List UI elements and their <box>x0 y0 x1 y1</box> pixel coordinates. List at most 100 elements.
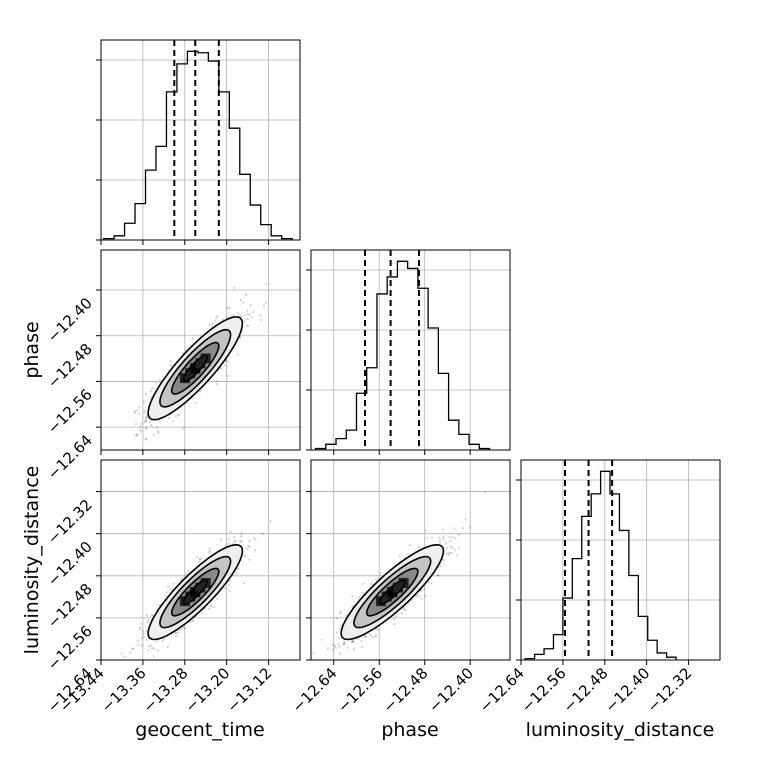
sample-point <box>145 414 148 418</box>
sample-point <box>199 558 202 561</box>
sample-point <box>247 325 250 328</box>
sample-point <box>139 425 142 428</box>
contour-line <box>340 543 445 641</box>
sample-point <box>448 551 451 554</box>
sample-point <box>449 539 452 542</box>
sample-point <box>219 367 222 370</box>
sample-point <box>398 555 401 558</box>
sample-point <box>449 545 452 548</box>
sample-point <box>182 427 185 430</box>
xlabel-geocent-time: geocent_time <box>135 719 264 741</box>
sample-point <box>342 642 345 645</box>
sample-point <box>212 605 215 609</box>
sample-point <box>447 552 450 555</box>
sample-point <box>145 426 148 429</box>
sample-point <box>343 642 346 645</box>
sample-point <box>137 406 140 409</box>
sample-point <box>458 533 461 536</box>
sample-point <box>140 622 143 625</box>
sample-point <box>242 301 245 304</box>
sample-point <box>468 526 471 529</box>
xlabel-luminosity-distance: luminosity_distance <box>526 719 715 741</box>
sample-point <box>146 621 149 624</box>
sample-point <box>172 420 175 423</box>
sample-point <box>136 643 139 646</box>
sample-point <box>365 635 368 639</box>
contour-line <box>147 543 244 641</box>
sample-point <box>135 433 138 436</box>
sample-point <box>363 635 367 638</box>
sample-point <box>136 434 139 437</box>
sample-point <box>198 557 201 560</box>
sample-point <box>199 390 202 393</box>
sample-point <box>450 552 453 555</box>
sample-point <box>483 490 487 494</box>
sample-point <box>147 619 150 622</box>
contour-line <box>170 341 220 395</box>
sample-point <box>393 623 396 626</box>
sample-point <box>140 636 144 640</box>
density-core <box>190 363 201 374</box>
sample-point <box>224 544 227 548</box>
sample-point <box>140 430 143 433</box>
sample-point <box>247 544 250 548</box>
sample-point <box>166 591 169 594</box>
sample-point <box>228 306 231 310</box>
sample-point <box>417 545 420 549</box>
sample-point <box>147 649 150 652</box>
sample-point <box>152 647 156 650</box>
sample-point <box>338 652 341 655</box>
contour-line <box>170 567 220 617</box>
sample-point <box>143 411 146 414</box>
sample-point <box>254 538 257 541</box>
sample-point <box>145 416 148 419</box>
sample-point <box>145 437 148 440</box>
density-core <box>200 578 211 589</box>
sample-point <box>453 527 456 530</box>
panel-frame-geocent-time <box>100 39 301 241</box>
panel-frame-phase <box>310 249 511 451</box>
sample-point <box>351 640 354 643</box>
sample-point <box>253 548 257 552</box>
sample-point <box>375 633 378 636</box>
panel-frame-geocent-time-luminosity-distance <box>100 459 301 661</box>
sample-point <box>133 410 136 413</box>
sample-point <box>246 317 249 321</box>
sample-point <box>145 614 149 617</box>
sample-point <box>451 535 454 538</box>
sample-point <box>442 535 445 538</box>
sample-point <box>436 573 439 577</box>
sample-point <box>140 644 143 647</box>
sample-point <box>404 608 407 612</box>
sample-point <box>144 393 147 396</box>
sample-point <box>353 647 356 651</box>
sample-point <box>326 647 329 650</box>
sample-point <box>224 364 227 367</box>
sample-point <box>406 553 410 556</box>
sample-point <box>453 548 457 552</box>
sample-point <box>191 620 194 623</box>
contour-line <box>182 579 208 605</box>
sample-point <box>157 431 160 434</box>
sample-point <box>216 315 219 318</box>
sample-point <box>259 314 262 317</box>
sample-point <box>232 536 236 539</box>
sample-point <box>456 554 459 557</box>
sample-point <box>442 559 445 562</box>
sample-point <box>147 645 151 648</box>
density-core <box>195 582 206 593</box>
sample-point <box>249 304 252 307</box>
sample-point <box>155 426 159 429</box>
sample-point <box>215 379 219 382</box>
sample-point <box>139 428 142 431</box>
sample-point <box>335 631 338 634</box>
panel-frame-geocent-time-phase <box>100 249 301 451</box>
sample-point <box>151 387 154 390</box>
sample-point <box>395 615 398 618</box>
sample-point <box>342 643 346 646</box>
sample-point <box>246 309 249 312</box>
sample-point <box>210 325 214 328</box>
sample-point <box>420 597 423 600</box>
sample-point <box>134 434 138 437</box>
